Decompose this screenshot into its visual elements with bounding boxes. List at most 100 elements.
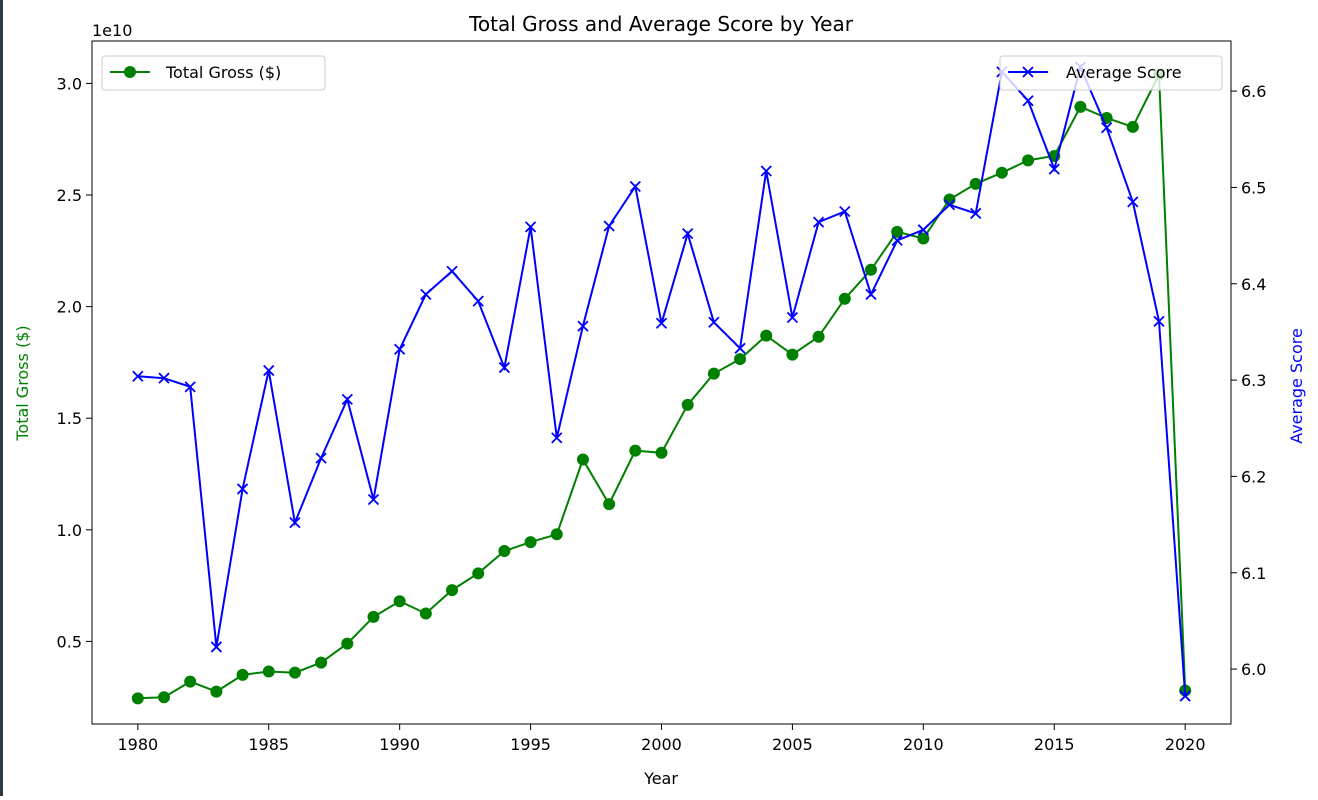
- score-point: [236, 483, 249, 495]
- gross-point: [315, 656, 328, 669]
- x-tick-label: 1990: [379, 735, 420, 754]
- gross-point: [603, 498, 616, 511]
- score-point: [760, 165, 772, 177]
- score-point: [367, 493, 380, 506]
- score-point: [708, 316, 720, 328]
- gross-point: [498, 545, 511, 558]
- score-point: [734, 342, 746, 354]
- gross-point: [236, 668, 249, 681]
- score-point: [603, 220, 615, 232]
- score-point: [210, 641, 223, 653]
- gross-point: [917, 232, 930, 245]
- gross-point: [629, 444, 642, 457]
- score-point: [970, 207, 982, 220]
- score-point: [865, 288, 877, 300]
- gross-line: [137, 70, 1187, 700]
- gross-point: [786, 348, 799, 361]
- gross-point: [1022, 154, 1035, 167]
- legend-gross-label: Total Gross ($): [165, 63, 281, 82]
- score-point: [184, 381, 196, 393]
- score-point: [839, 205, 851, 218]
- score-point: [498, 361, 511, 374]
- y-axis-left-label: Total Gross ($): [13, 325, 32, 441]
- gross-point: [524, 536, 537, 549]
- x-tick-label: 1985: [248, 735, 289, 754]
- score-point: [158, 372, 170, 384]
- y-left-tick-label: 2.5: [57, 186, 82, 205]
- y-left-tick-label: 0.5: [57, 632, 82, 651]
- y-right-tick-label: 6.1: [1241, 564, 1266, 583]
- x-tick-label: 2010: [903, 735, 944, 754]
- y-left-tick-label: 2.0: [57, 298, 82, 317]
- score-point: [812, 216, 825, 228]
- y-axis-right-label: Average Score: [1287, 328, 1306, 444]
- gross-point: [576, 453, 589, 466]
- score-point: [786, 311, 799, 324]
- score-point: [1022, 95, 1034, 107]
- gross-point: [262, 665, 275, 678]
- x-tick-label: 2005: [772, 735, 813, 754]
- legend-gross-marker: [124, 66, 136, 78]
- score-point: [341, 393, 353, 405]
- gross-point: [1074, 100, 1087, 113]
- gross-point: [419, 607, 432, 620]
- y-right-tick-label: 6.5: [1241, 178, 1266, 197]
- gross-point: [184, 675, 197, 688]
- score-point: [655, 317, 668, 329]
- gross-point: [158, 691, 171, 704]
- score-point: [891, 234, 903, 247]
- score-point: [1127, 196, 1139, 208]
- score-point: [551, 432, 563, 444]
- gross-point: [891, 225, 904, 238]
- score-point: [629, 180, 641, 193]
- chart-title: Total Gross and Average Score by Year: [468, 12, 854, 36]
- gross-point: [812, 330, 825, 343]
- y-left-tick-label: 3.0: [57, 74, 82, 93]
- gross-point: [760, 329, 773, 342]
- gross-point: [472, 567, 485, 580]
- x-axis-label: Year: [643, 769, 678, 788]
- left-axis-offset-label: 1e10: [92, 21, 132, 40]
- y-left-tick-label: 1.0: [57, 521, 82, 540]
- y-right-tick-label: 6.0: [1241, 660, 1266, 679]
- y-right-tick-label: 6.3: [1241, 371, 1266, 390]
- gross-point: [1126, 120, 1139, 133]
- gross-point: [446, 584, 459, 597]
- x-tick-label: 2020: [1165, 735, 1206, 754]
- legend-right: Average Score: [999, 55, 1223, 91]
- legend-left: Total Gross ($): [101, 55, 326, 91]
- y-right-tick-label: 6.2: [1241, 467, 1266, 486]
- score-point: [446, 265, 458, 277]
- score-point: [943, 199, 956, 211]
- x-tick-label: 1995: [510, 735, 551, 754]
- legend-score-marker: [1022, 66, 1034, 78]
- gross-point: [707, 367, 720, 380]
- score-point: [577, 320, 589, 332]
- score-point: [1100, 122, 1113, 134]
- gross-point: [393, 595, 406, 608]
- score-point: [917, 224, 929, 236]
- gross-point: [838, 292, 851, 305]
- gross-point: [681, 398, 694, 411]
- score-point: [263, 364, 275, 377]
- window-edge: [0, 0, 3, 796]
- gross-point: [655, 446, 668, 459]
- y-right-tick-label: 6.4: [1241, 275, 1266, 294]
- gross-point: [864, 263, 877, 276]
- score-point: [1048, 163, 1060, 175]
- y-left-tick-label: 1.5: [57, 409, 82, 428]
- axes: 1980 1985 1990 1995 2000 2005 2010 2015 2020 0.5 1…: [57, 74, 1267, 754]
- gross-point: [969, 177, 982, 190]
- score-point: [420, 288, 432, 300]
- plot-area: [131, 61, 1192, 705]
- score-point: [315, 452, 327, 464]
- score-point: [289, 517, 301, 529]
- y-right-tick-label: 6.6: [1241, 82, 1266, 101]
- gross-point: [734, 353, 747, 366]
- gross-point: [131, 692, 144, 705]
- gross-point: [210, 685, 223, 698]
- score-point: [472, 295, 484, 307]
- gross-point: [288, 666, 301, 679]
- score-point: [132, 370, 144, 382]
